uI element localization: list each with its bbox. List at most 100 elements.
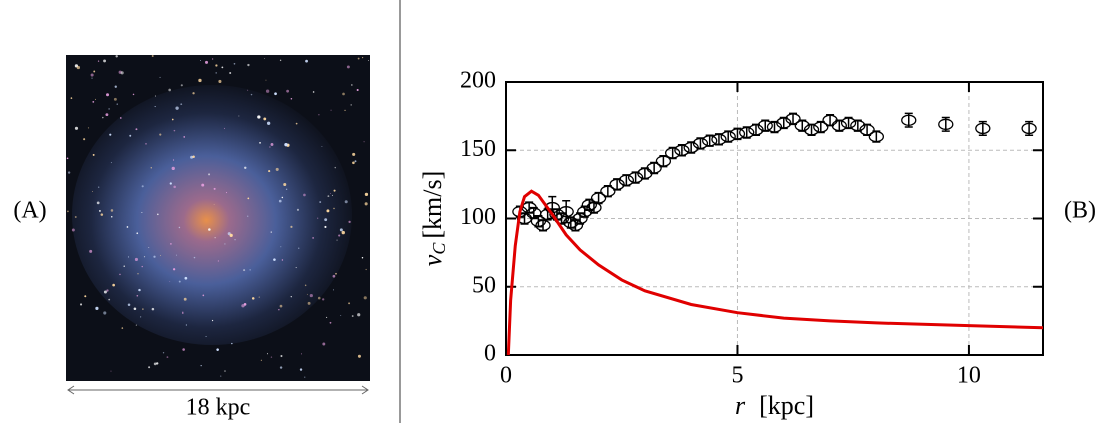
star (91, 77, 93, 79)
star (321, 146, 323, 147)
data-point (581, 199, 597, 211)
star (285, 188, 288, 191)
star (340, 314, 342, 316)
star (215, 64, 218, 67)
star (102, 116, 104, 119)
star (182, 311, 184, 313)
star (119, 273, 121, 276)
star (166, 356, 169, 359)
star (173, 185, 176, 189)
star (283, 182, 287, 187)
star (295, 122, 298, 125)
star (148, 366, 151, 369)
star (265, 89, 270, 93)
star (90, 73, 94, 77)
star (135, 324, 138, 326)
star (350, 104, 352, 106)
star (266, 121, 271, 125)
star (290, 97, 293, 100)
star (108, 108, 110, 110)
star (332, 274, 336, 278)
star (202, 294, 205, 297)
chart: 0 50 100 150 200 0 5 10 r [kpc] vC [km/s] (418, 68, 1044, 420)
star (110, 370, 112, 372)
star (172, 159, 175, 161)
star (334, 166, 336, 169)
panel-label: (B) (1064, 198, 1096, 224)
y-label-symbol: v (418, 254, 447, 266)
star (352, 161, 355, 165)
y-tick-label: 150 (460, 136, 496, 162)
star (335, 272, 337, 275)
star (143, 256, 146, 258)
star (148, 247, 150, 248)
star (298, 247, 300, 249)
star (281, 259, 284, 261)
star (304, 284, 307, 287)
star (270, 143, 274, 146)
star (200, 60, 202, 61)
star (344, 200, 348, 204)
star (312, 91, 315, 93)
star (266, 353, 269, 355)
star (178, 280, 181, 283)
star (333, 189, 336, 192)
star (200, 365, 202, 367)
star (336, 239, 338, 241)
star (213, 187, 216, 190)
data-point (618, 174, 635, 186)
star (193, 256, 196, 259)
star (280, 355, 283, 358)
star (111, 215, 113, 218)
star (106, 93, 110, 97)
data-point (590, 192, 607, 204)
data-point (572, 212, 588, 225)
data-point (586, 201, 602, 214)
panel-label: (A) (13, 198, 46, 224)
star (105, 113, 109, 117)
star (123, 265, 125, 267)
star (259, 141, 261, 144)
star (354, 160, 357, 163)
star (156, 362, 159, 365)
star (215, 72, 217, 74)
star (273, 258, 276, 261)
star (346, 65, 350, 69)
data-point (646, 162, 662, 174)
star (221, 66, 224, 69)
star (260, 359, 262, 361)
star (290, 295, 292, 298)
x-label-unit: [kpc] (759, 391, 814, 420)
star (224, 370, 226, 372)
data-point (720, 130, 736, 143)
star (344, 109, 346, 111)
star (247, 197, 250, 200)
star (121, 327, 124, 329)
star (160, 254, 162, 256)
star (229, 233, 233, 237)
star (175, 106, 179, 110)
star (295, 266, 297, 269)
star (357, 313, 361, 317)
star (351, 315, 354, 317)
star (220, 375, 222, 377)
arrow-heads (67, 385, 369, 395)
star (134, 257, 138, 262)
star (224, 243, 226, 245)
star (92, 191, 93, 193)
star (279, 366, 283, 369)
star (96, 201, 100, 205)
star (93, 70, 96, 73)
star (244, 166, 247, 170)
star (169, 182, 172, 185)
star (153, 255, 156, 258)
galaxy-glow (72, 85, 352, 345)
star (141, 211, 143, 213)
x-axis-label: r [kpc] (735, 391, 814, 420)
star (133, 307, 137, 311)
x-tick-label: 10 (957, 363, 981, 389)
star (231, 342, 233, 345)
data-point (859, 124, 875, 136)
star (312, 237, 314, 239)
